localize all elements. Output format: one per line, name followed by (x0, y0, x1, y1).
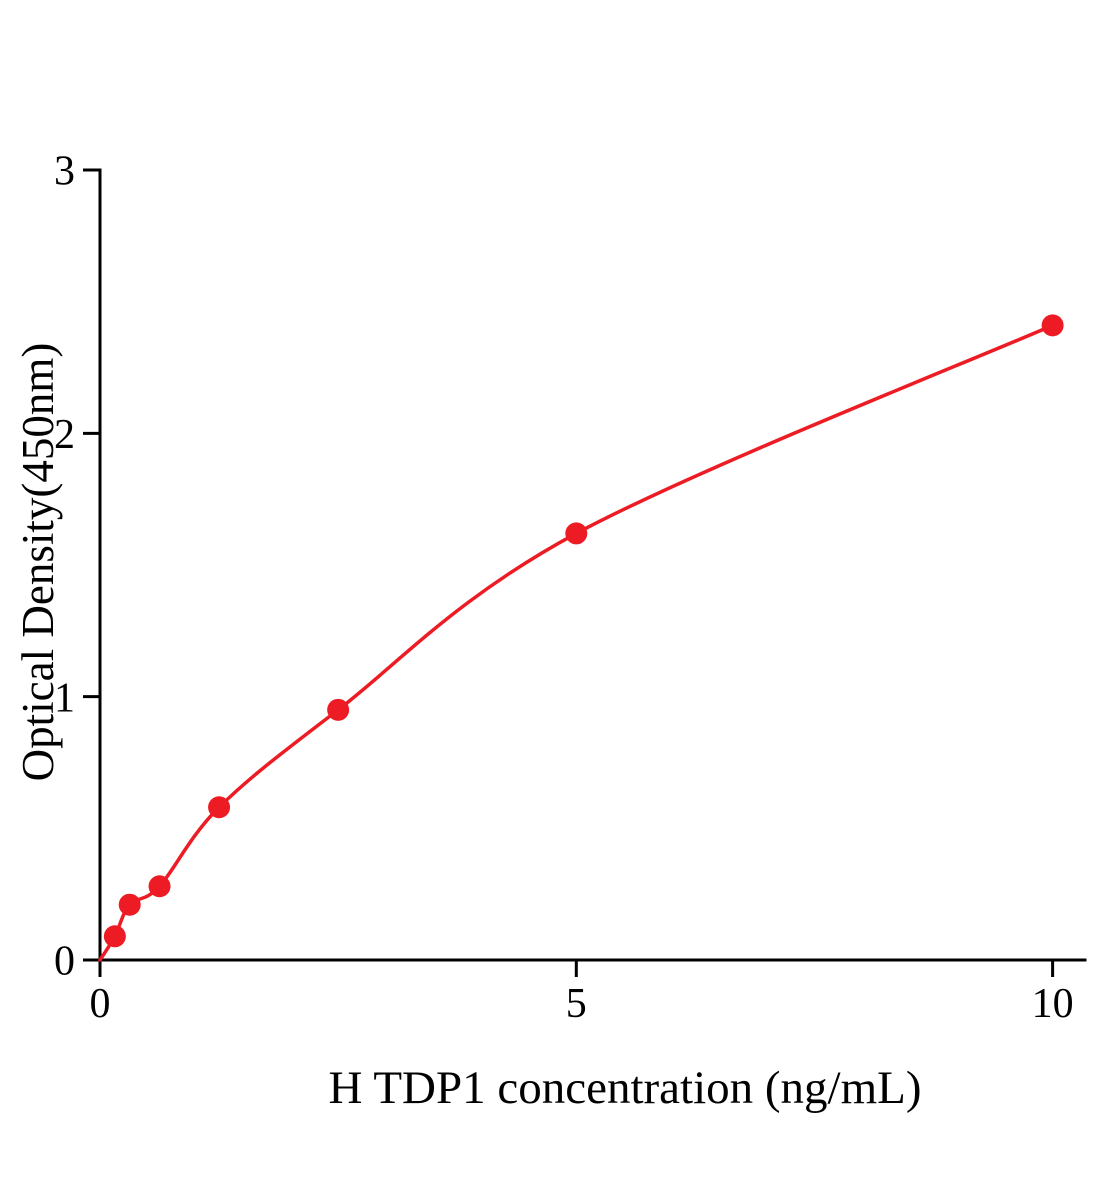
data-point-marker (565, 522, 588, 545)
data-point-marker (148, 875, 171, 898)
x-tick-label: 0 (90, 981, 111, 1027)
data-point-marker (327, 698, 350, 721)
data-point-marker (1041, 314, 1064, 337)
y-tick-label: 2 (54, 412, 75, 458)
x-tick-label: 5 (566, 981, 587, 1027)
y-axis-label: Optical Density(450nm) (13, 342, 63, 782)
y-tick-label: 1 (54, 675, 75, 721)
x-axis-label: H TDP1 concentration (ng/mL) (328, 1062, 922, 1114)
y-tick-label: 0 (54, 939, 75, 985)
fitted-curve (98, 323, 1055, 962)
data-point-marker (118, 893, 141, 916)
axes-spines (98, 168, 1087, 962)
y-tick-label: 3 (54, 149, 75, 195)
data-point-marker (208, 796, 231, 819)
x-tick-label: 10 (1032, 981, 1074, 1027)
data-point-marker (103, 925, 126, 948)
